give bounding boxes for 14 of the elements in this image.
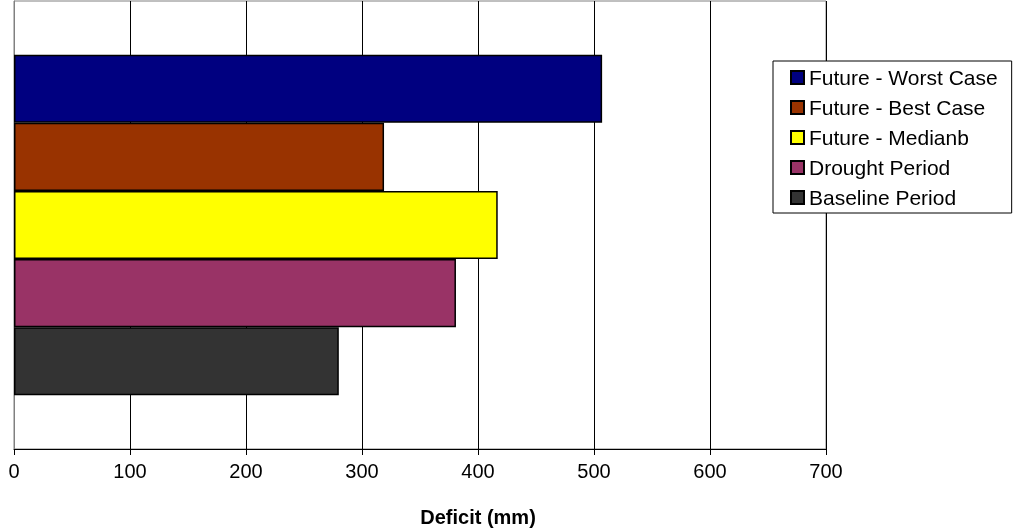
- x-tick-label: 400: [461, 460, 495, 482]
- x-tick-label: 500: [577, 460, 611, 482]
- x-tick-label: 600: [693, 460, 727, 482]
- legend-label: Future - Best Case: [809, 96, 986, 119]
- x-axis-title: Deficit (mm): [420, 506, 536, 528]
- legend-label: Baseline Period: [809, 186, 957, 209]
- x-tick-label: 100: [113, 460, 147, 482]
- legend-label: Future - Medianb: [809, 126, 969, 149]
- x-tick-label: 0: [8, 460, 20, 482]
- legend-label: Drought Period: [809, 156, 951, 179]
- legend-label: Future - Worst Case: [809, 66, 998, 89]
- x-tick-label: 200: [229, 460, 263, 482]
- x-tick-label: 700: [809, 460, 843, 482]
- x-tick-label: 300: [345, 460, 379, 482]
